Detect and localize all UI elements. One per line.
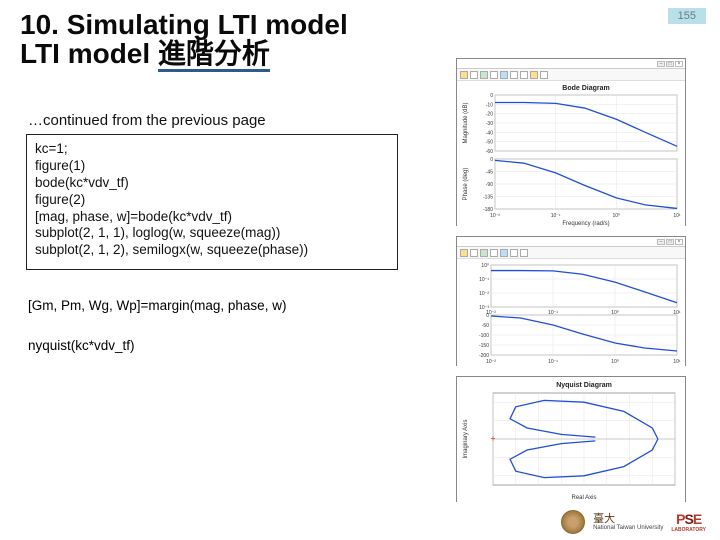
fig1-plot: Bode Diagram 0 -10 -20 -30 -40 -50 -60 0 -45 -90 -1… — [457, 81, 685, 227]
fig2-plot: 10⁰10⁻¹10⁻²10⁻³0-50-100-150-20010⁻²10⁻²1… — [457, 259, 685, 367]
svg-text:10⁻²: 10⁻² — [486, 310, 496, 316]
svg-text:10⁻¹: 10⁻¹ — [551, 213, 561, 219]
svg-text:-135: -135 — [483, 195, 493, 201]
ntu-english: National Taiwan University — [593, 525, 663, 531]
fig1-toolbar — [457, 69, 685, 81]
svg-text:10⁻²: 10⁻² — [479, 291, 489, 297]
svg-text:-60: -60 — [486, 149, 493, 155]
toolbar-icon[interactable] — [490, 249, 498, 257]
close-icon[interactable]: × — [675, 61, 683, 67]
toolbar-icon[interactable] — [500, 71, 508, 79]
svg-text:10¹: 10¹ — [673, 213, 681, 219]
svg-text:10⁻¹: 10⁻¹ — [548, 310, 558, 316]
svg-text:Real Axis: Real Axis — [571, 495, 596, 501]
toolbar-icon[interactable] — [520, 249, 528, 257]
svg-text:-30: -30 — [486, 121, 493, 127]
svg-text:-40: -40 — [486, 130, 493, 136]
svg-text:Frequency (rad/s): Frequency (rad/s) — [562, 221, 609, 227]
toolbar-icon[interactable] — [480, 71, 488, 79]
svg-text:Phase (deg): Phase (deg) — [463, 168, 469, 201]
svg-text:Bode Diagram: Bode Diagram — [562, 85, 609, 92]
toolbar-icon[interactable] — [500, 249, 508, 257]
toolbar-icon[interactable] — [480, 249, 488, 257]
minimize-icon[interactable]: – — [657, 61, 665, 67]
svg-text:10¹: 10¹ — [673, 310, 681, 316]
ntu-text: 臺大 National Taiwan University — [593, 514, 663, 531]
svg-text:10⁻²: 10⁻² — [486, 359, 496, 365]
toolbar-icon[interactable] — [510, 249, 518, 257]
title-line-2a: LTI model — [20, 38, 158, 69]
figure-column: – □ × Bode Diagram 0 -10 -20 -30 -40 -50 -60 0 -4… — [456, 58, 686, 512]
title-line-2: LTI model 進階分析 — [20, 39, 348, 71]
fig2-toolbar — [457, 247, 685, 259]
slide-title: 10. Simulating LTI model LTI model 進階分析 — [20, 10, 348, 72]
pse-sub: LABORATORY — [671, 527, 706, 533]
toolbar-icon[interactable] — [460, 249, 468, 257]
fig3-plot: Nyquist Diagram + Real Axis Imaginary Axis — [457, 377, 685, 503]
svg-text:-50: -50 — [486, 140, 493, 146]
svg-text:10⁻²: 10⁻² — [490, 213, 500, 219]
maximize-icon[interactable]: □ — [666, 239, 674, 245]
svg-text:10⁰: 10⁰ — [613, 213, 621, 219]
toolbar-icon[interactable] — [470, 249, 478, 257]
svg-text:+: + — [491, 434, 496, 443]
svg-text:10⁰: 10⁰ — [611, 310, 619, 316]
svg-text:Magnitude (dB): Magnitude (dB) — [463, 102, 469, 143]
figure-window-2: – □ × 10⁰10⁻¹10⁻²10⁻³0-50-100-150-20010⁻… — [456, 236, 686, 366]
svg-text:-20: -20 — [486, 112, 493, 118]
svg-text:Nyquist Diagram: Nyquist Diagram — [556, 382, 612, 389]
title-line-1: 10. Simulating LTI model — [20, 10, 348, 39]
svg-text:10⁰: 10⁰ — [481, 263, 489, 269]
minimize-icon[interactable]: – — [657, 239, 665, 245]
svg-text:0: 0 — [490, 157, 493, 163]
svg-text:-50: -50 — [482, 323, 489, 329]
svg-text:-150: -150 — [479, 343, 489, 349]
svg-text:10⁻¹: 10⁻¹ — [479, 277, 489, 283]
ntu-logo-icon — [561, 510, 585, 534]
toolbar-icon[interactable] — [490, 71, 498, 79]
svg-text:-100: -100 — [479, 333, 489, 339]
toolbar-icon[interactable] — [470, 71, 478, 79]
svg-text:-45: -45 — [486, 170, 493, 176]
title-accent: 進階分析 — [158, 39, 270, 71]
figure-window-1: – □ × Bode Diagram 0 -10 -20 -30 -40 -50 -60 0 -4… — [456, 58, 686, 226]
svg-text:-10: -10 — [486, 102, 493, 108]
fig1-titlebar: – □ × — [457, 59, 685, 69]
svg-text:10⁰: 10⁰ — [611, 359, 619, 365]
page-number: 155 — [668, 8, 706, 24]
toolbar-icon[interactable] — [530, 71, 538, 79]
footer: 臺大 National Taiwan University PSE LABORA… — [561, 510, 706, 534]
maximize-icon[interactable]: □ — [666, 61, 674, 67]
toolbar-icon[interactable] — [540, 71, 548, 79]
fig2-titlebar: – □ × — [457, 237, 685, 247]
continued-text: …continued from the previous page — [28, 112, 266, 129]
toolbar-icon[interactable] — [520, 71, 528, 79]
code-block: kc=1; figure(1) bode(kc*vdv_tf) figure(2… — [26, 134, 398, 270]
toolbar-icon[interactable] — [460, 71, 468, 79]
svg-text:0: 0 — [490, 93, 493, 99]
pse-logo: PSE LABORATORY — [671, 511, 706, 533]
svg-text:Imaginary Axis: Imaginary Axis — [463, 419, 469, 458]
svg-text:-90: -90 — [486, 182, 493, 188]
svg-text:10¹: 10¹ — [673, 359, 681, 365]
figure-window-3: Nyquist Diagram + Real Axis Imaginary Axis — [456, 376, 686, 502]
toolbar-icon[interactable] — [510, 71, 518, 79]
nyquist-code-line: nyquist(kc*vdv_tf) — [28, 338, 135, 353]
close-icon[interactable]: × — [675, 239, 683, 245]
svg-text:10⁻¹: 10⁻¹ — [548, 359, 558, 365]
ntu-script: 臺大 — [593, 514, 663, 525]
margin-code-line: [Gm, Pm, Wg, Wp]=margin(mag, phase, w) — [28, 298, 286, 313]
